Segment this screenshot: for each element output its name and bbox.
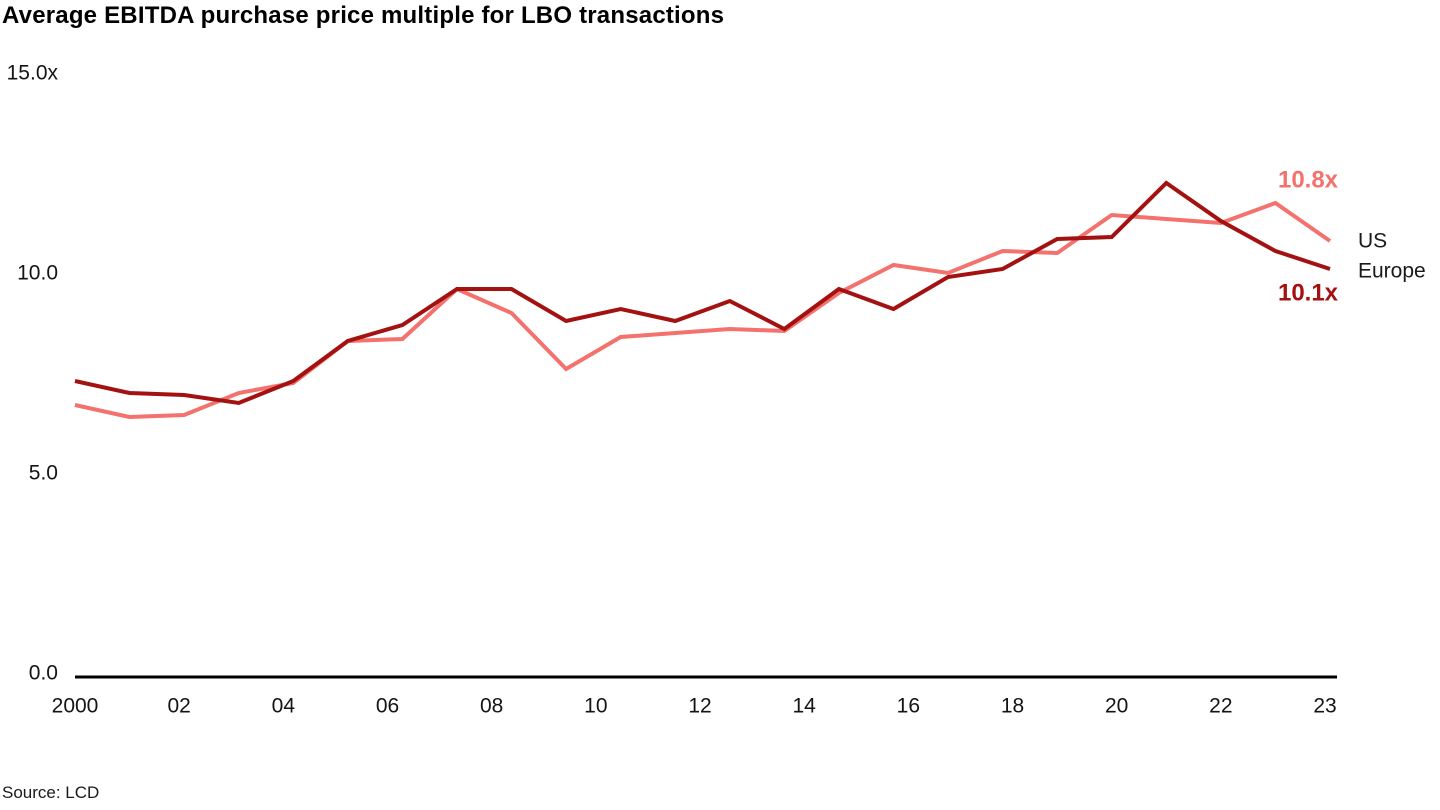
x-tick-label: 18 xyxy=(1001,695,1024,718)
chart-title: Average EBITDA purchase price multiple f… xyxy=(2,2,725,29)
x-tick-label: 23 xyxy=(1313,695,1336,718)
x-tick-label: 2000 xyxy=(52,695,99,718)
series-line-europe xyxy=(74,180,1331,406)
x-tick-label: 16 xyxy=(897,695,920,718)
y-tick-label: 15.0x xyxy=(7,62,59,85)
x-tick-label: 20 xyxy=(1105,695,1128,718)
y-tick-label: 0.0 xyxy=(29,662,58,685)
series-end-label-europe: 10.1x xyxy=(1278,280,1339,307)
y-tick-label: 10.0 xyxy=(17,262,58,285)
y-tick-label: 5.0 xyxy=(29,462,58,485)
series-name-label-europe: Europe xyxy=(1358,260,1426,283)
x-tick-label: 04 xyxy=(272,695,296,718)
x-tick-label: 02 xyxy=(167,695,190,718)
x-tick-label: 14 xyxy=(792,695,816,718)
x-tick-label: 12 xyxy=(688,695,711,718)
x-tick-label: 10 xyxy=(584,695,607,718)
x-tick-label: 06 xyxy=(376,695,399,718)
x-tick-label: 08 xyxy=(480,695,503,718)
x-tick-label: 22 xyxy=(1209,695,1232,718)
series-end-label-us: 10.8x xyxy=(1278,167,1339,194)
series-name-label-us: US xyxy=(1358,230,1387,253)
source-note: Source: LCD xyxy=(2,783,100,802)
